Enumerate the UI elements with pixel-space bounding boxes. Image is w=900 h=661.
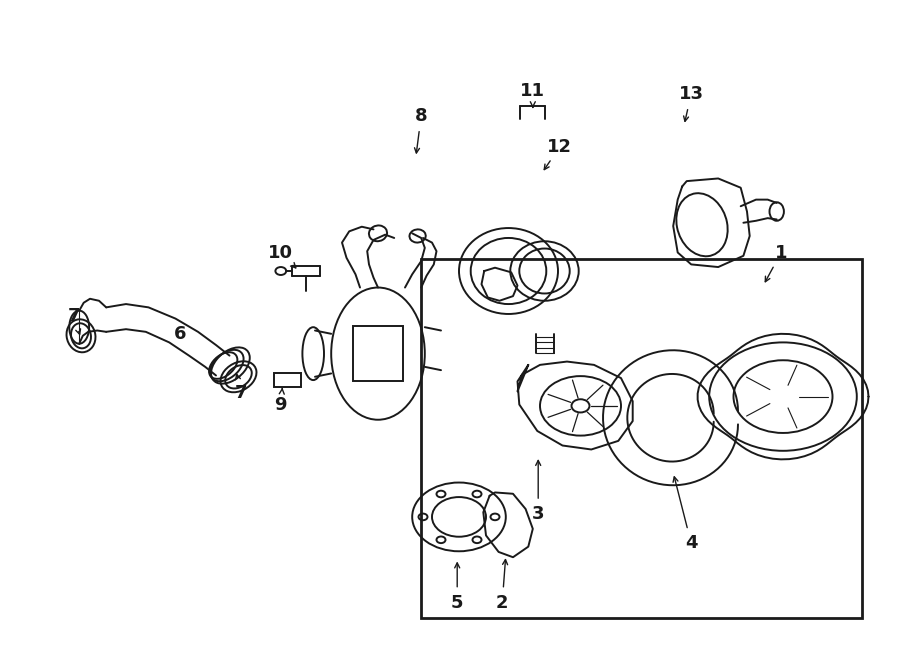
Text: 1: 1 <box>775 243 788 262</box>
Bar <box>353 326 403 381</box>
Text: 3: 3 <box>532 505 544 524</box>
Text: 4: 4 <box>685 534 698 553</box>
Text: 7: 7 <box>235 384 248 403</box>
Text: 10: 10 <box>268 243 293 262</box>
Text: 12: 12 <box>547 137 572 156</box>
Bar <box>274 373 301 387</box>
Text: 13: 13 <box>679 85 704 103</box>
Text: 7: 7 <box>68 307 80 325</box>
Text: 2: 2 <box>496 594 508 612</box>
Text: 5: 5 <box>451 594 464 612</box>
Text: 9: 9 <box>274 395 287 414</box>
Bar <box>421 259 862 618</box>
Text: 11: 11 <box>520 82 545 100</box>
Text: 8: 8 <box>415 106 428 125</box>
Text: 6: 6 <box>174 325 186 343</box>
